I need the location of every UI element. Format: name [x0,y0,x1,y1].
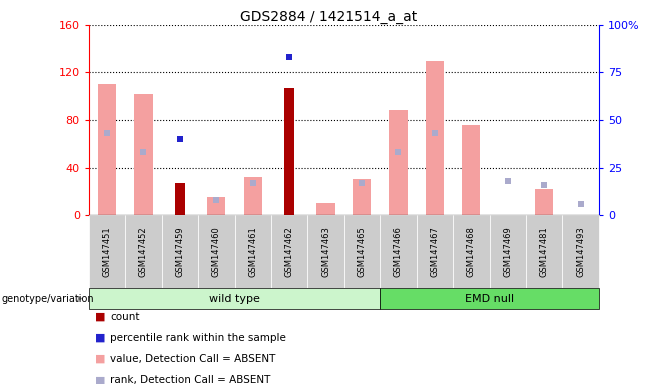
Bar [316,203,335,215]
Text: ■: ■ [95,333,106,343]
Text: GSM147465: GSM147465 [357,226,367,277]
Bar [284,88,294,215]
Bar [353,179,371,215]
Text: GSM147466: GSM147466 [394,226,403,277]
Text: rank, Detection Call = ABSENT: rank, Detection Call = ABSENT [110,375,270,384]
Text: genotype/variation: genotype/variation [1,293,94,304]
Text: GSM147493: GSM147493 [576,226,585,277]
Text: GSM147459: GSM147459 [176,226,184,277]
Text: GSM147461: GSM147461 [248,226,257,277]
Text: GSM147469: GSM147469 [503,226,512,277]
Text: GSM147451: GSM147451 [103,226,112,277]
Text: GSM147467: GSM147467 [430,226,440,277]
Text: EMD null: EMD null [465,293,514,304]
Bar [175,183,185,215]
Text: ■: ■ [95,375,106,384]
Bar [462,125,480,215]
Text: wild type: wild type [209,293,260,304]
Bar [207,197,226,215]
Text: GSM147462: GSM147462 [285,226,293,277]
Text: value, Detection Call = ABSENT: value, Detection Call = ABSENT [110,354,275,364]
Text: GSM147463: GSM147463 [321,226,330,277]
Text: GSM147481: GSM147481 [540,226,549,277]
Bar [390,111,407,215]
Bar [426,61,444,215]
Text: GSM147460: GSM147460 [212,226,221,277]
Bar [98,84,116,215]
Bar [535,189,553,215]
Text: ■: ■ [95,354,106,364]
Bar [134,94,153,215]
Text: percentile rank within the sample: percentile rank within the sample [110,333,286,343]
Text: GDS2884 / 1421514_a_at: GDS2884 / 1421514_a_at [240,10,418,23]
Text: GSM147452: GSM147452 [139,226,148,277]
Text: count: count [110,312,139,322]
Bar [243,177,262,215]
Text: GSM147468: GSM147468 [467,226,476,277]
Text: ■: ■ [95,312,106,322]
